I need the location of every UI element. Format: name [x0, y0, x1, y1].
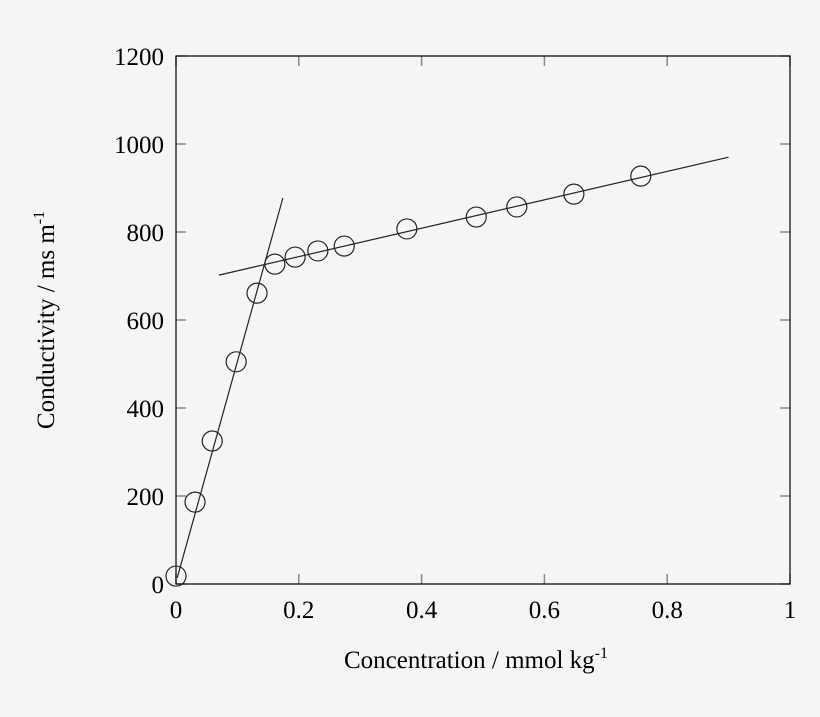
y-tick-label: 1000	[114, 132, 164, 159]
data-point	[225, 351, 247, 373]
data-point	[184, 491, 206, 513]
x-tick-label: 0.2	[283, 597, 314, 624]
y-tick-label: 1200	[114, 44, 164, 71]
y-tick-label: 600	[127, 308, 165, 335]
data-point	[506, 196, 528, 218]
data-point	[264, 253, 286, 275]
x-tick-label: 0.4	[406, 597, 438, 624]
data-point	[246, 282, 268, 304]
data-point	[333, 235, 355, 257]
data-point	[201, 430, 223, 452]
data-point	[396, 218, 418, 240]
x-tick-label: 0.8	[652, 597, 683, 624]
y-axis-title: Conductivity / ms m-1	[31, 211, 60, 429]
data-point	[563, 183, 585, 205]
y-tick-label: 0	[152, 572, 165, 599]
x-tick-label: 1	[784, 597, 797, 624]
y-tick-labels: 0 200 400 600 800 1000 1200	[114, 44, 164, 599]
data-point	[465, 206, 487, 228]
data-point	[307, 240, 329, 262]
y-tick-label: 200	[127, 484, 165, 511]
data-point	[284, 246, 306, 268]
x-tick-label: 0	[170, 597, 183, 624]
ticks	[175, 55, 791, 585]
data-point	[165, 565, 187, 587]
data-points	[165, 165, 652, 587]
fit-line	[218, 156, 729, 276]
y-tick-label: 800	[127, 220, 165, 247]
fit-lines	[176, 156, 729, 579]
x-tick-label: 0.6	[529, 597, 560, 624]
y-tick-label: 400	[127, 396, 165, 423]
plot-frame	[175, 55, 791, 585]
data-point	[630, 165, 652, 187]
fit-line	[176, 197, 284, 579]
x-axis-title: Concentration / mmol kg-1	[344, 645, 608, 674]
x-tick-labels: 0 0.2 0.4 0.6 0.8 1	[170, 597, 797, 624]
